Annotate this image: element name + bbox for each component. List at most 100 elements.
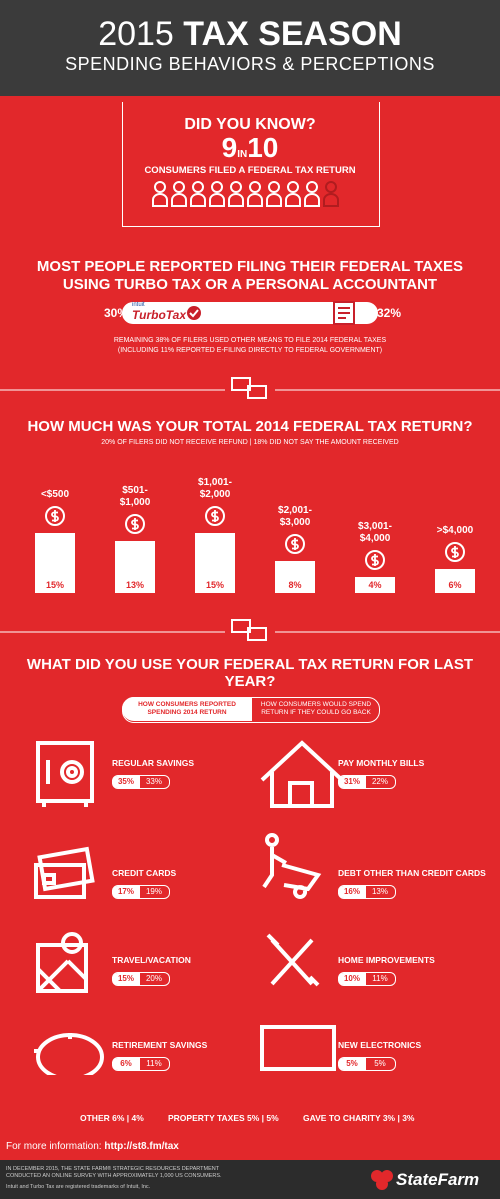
dyk-heading: DID YOU KNOW?	[184, 116, 316, 133]
use-would: 19%	[145, 887, 162, 896]
bar	[195, 533, 235, 593]
bar-value-label: 8%	[288, 580, 302, 590]
x-category-label: $2,001- $3,000	[278, 505, 312, 528]
use-name: NEW ELECTRONICS	[338, 1040, 422, 1050]
use-reported: 16%	[338, 886, 366, 898]
toggle-left: HOW CONSUMERS REPORTED SPENDING 2014 RET…	[122, 697, 252, 721]
accountant-icon	[333, 301, 355, 325]
use-would: 20%	[145, 974, 162, 983]
use-would: 13%	[371, 887, 388, 896]
filing-title: MOST PEOPLE REPORTED FILING THEIR FEDERA…	[0, 258, 500, 294]
use-name: REGULAR SAVINGS	[112, 758, 195, 768]
use-would: 33%	[145, 777, 162, 786]
intuit: intuit	[132, 302, 145, 308]
bar-value-label: 13%	[125, 580, 144, 590]
use-reported: 10%	[338, 973, 366, 985]
use-reported: 15%	[112, 973, 140, 985]
header-title-text: TAX SEASON	[183, 15, 402, 53]
person-icon	[247, 181, 263, 207]
use-reported: 31%	[338, 776, 366, 788]
bar	[115, 541, 155, 593]
person-icon	[228, 181, 244, 207]
use-reported: 5%	[338, 1058, 366, 1070]
use-items: REGULAR SAVINGS 35% 33% PAY MONTHLY BILLS 31…	[112, 758, 486, 1071]
dyk-big: 9	[221, 132, 238, 163]
filing-title-line: USING TURBO TAX OR A PERSONAL ACCOUNTANT	[62, 276, 438, 293]
bar-value-label: 15%	[205, 580, 224, 590]
dyk-small: IN	[237, 149, 248, 160]
more-info-link[interactable]: http://st8.fm/tax	[104, 1141, 179, 1152]
use-would: 5%	[374, 1059, 386, 1068]
bar	[35, 533, 75, 593]
bar-value-label: 15%	[45, 580, 64, 590]
dyk-stat: 9IN10	[122, 132, 378, 164]
bar	[275, 561, 315, 593]
filing-pill	[122, 302, 378, 324]
bar	[355, 577, 395, 593]
footer-trademark: Intuit and Turbo Tax are registered trad…	[6, 1184, 151, 1190]
chart-subtitle: 20% OF FILERS DID NOT RECEIVE REFUND | 1…	[101, 439, 399, 446]
header-band	[0, 0, 500, 96]
dyk-big: 10	[247, 132, 279, 163]
person-icon	[171, 181, 187, 207]
more-info-band	[0, 1137, 500, 1157]
dollar-icon	[45, 506, 65, 526]
x-category-label: >$4,000	[436, 525, 474, 536]
other-use: GAVE TO CHARITY 3% | 3%	[303, 1113, 415, 1123]
use-reported: 17%	[112, 886, 140, 898]
turbotax-brand: TurboTax	[132, 308, 187, 322]
uses-title: WHAT DID YOU USE YOUR FEDERAL TAX RETURN…	[26, 656, 474, 690]
person-icon	[209, 181, 225, 207]
person-icon	[152, 181, 168, 207]
use-name: PAY MONTHLY BILLS	[338, 758, 425, 768]
other-use: PROPERTY TAXES 5% | 5%	[168, 1113, 279, 1123]
x-category-label: $3,001- $4,000	[358, 521, 392, 544]
use-reported: 6%	[112, 1058, 140, 1070]
toggle-right: HOW CONSUMERS WOULD SPEND RETURN IF THEY…	[260, 701, 372, 716]
filing-note: REMAINING 38% OF FILERS USED OTHER MEANS…	[0, 336, 500, 356]
use-would: 22%	[371, 777, 388, 786]
x-category-label: $501- $1,000	[119, 485, 151, 508]
dollar-icon	[285, 534, 305, 554]
x-category-label: $1,001- $2,000	[198, 477, 232, 500]
filing-title-line: MOST PEOPLE REPORTED FILING THEIR FEDERA…	[36, 258, 464, 275]
x-category-label: <$500	[40, 489, 70, 500]
bar	[435, 569, 475, 593]
use-reported: 35%	[112, 776, 140, 788]
more-info-text: For more information:	[6, 1141, 102, 1152]
people-icons	[152, 181, 339, 207]
footer-band	[0, 1160, 500, 1199]
person-icon	[304, 181, 320, 207]
footer-note-line: IN DECEMBER 2015, THE STATE FARM® STRATE…	[6, 1166, 220, 1172]
footer-note: IN DECEMBER 2015, THE STATE FARM® STRATE…	[6, 1166, 222, 1191]
bar-value-label: 4%	[368, 580, 382, 590]
person-icon	[285, 181, 301, 207]
use-name: DEBT OTHER THAN CREDIT CARDS	[338, 868, 486, 878]
did-you-know-box	[122, 102, 380, 227]
dollar-icon	[205, 506, 225, 526]
dollar-icon	[365, 550, 385, 570]
divider	[0, 619, 500, 641]
use-name: RETIREMENT SAVINGS	[112, 1040, 208, 1050]
header-subtitle: SPENDING BEHAVIORS & PERCEPTIONS	[65, 54, 435, 74]
check-icon	[187, 306, 201, 320]
use-name: TRAVEL/VACATION	[112, 955, 191, 965]
use-would: 11%	[146, 1059, 162, 1068]
use-icons	[34, 740, 344, 1075]
chart-title: HOW MUCH WAS YOUR TOTAL 2014 FEDERAL TAX…	[27, 418, 473, 435]
use-name: CREDIT CARDS	[112, 868, 177, 878]
statefarm-brand: StateFarm	[396, 1170, 480, 1189]
other-use: OTHER 6% | 4%	[80, 1113, 144, 1123]
use-name: HOME IMPROVEMENTS	[338, 955, 435, 965]
use-would: 11%	[372, 974, 388, 983]
bar-chart: 15% <$500 13% $501- $1,000 15% $1,001- $2,000…	[0, 460, 500, 600]
other-uses: OTHER 6% | 4% PROPERTY TAXES 5% | 5% GAVE …	[0, 1113, 500, 1127]
dyk-caption: CONSUMERS FILED A FEDERAL TAX RETURN	[144, 165, 356, 176]
dollar-icon	[445, 542, 465, 562]
statefarm-logo	[371, 1170, 393, 1190]
bar-value-label: 6%	[448, 580, 462, 590]
person-icon	[266, 181, 282, 207]
filing-note-line: (INCLUDING 11% REPORTED E-FILING DIRECTL…	[117, 347, 383, 354]
divider	[0, 377, 500, 399]
